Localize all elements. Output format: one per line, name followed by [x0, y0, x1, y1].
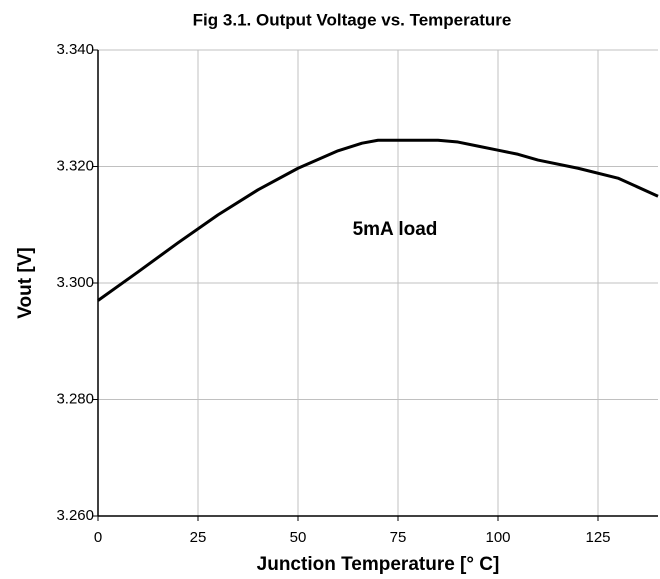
line-series: [97, 138, 659, 302]
x-tick-label: 25: [190, 529, 207, 546]
x-axis-label: Junction Temperature [° C]: [257, 554, 500, 575]
x-tick-label: 125: [585, 529, 610, 546]
y-tick-label: 3.280: [56, 390, 94, 407]
chart-title: Fig 3.1. Output Voltage vs. Temperature: [193, 10, 512, 29]
annotation: 5mA load: [353, 219, 438, 240]
y-axis-label: Vout [V]: [15, 247, 36, 318]
y-tick-label: 3.260: [56, 507, 94, 524]
x-tick-label: 100: [485, 529, 510, 546]
y-tick-label: 3.300: [56, 274, 94, 291]
x-tick-label: 50: [290, 529, 307, 546]
y-tick-label: 3.320: [56, 157, 94, 174]
y-tick-label: 3.340: [56, 41, 94, 58]
x-tick-label: 0: [94, 529, 102, 546]
x-tick-label: 75: [390, 529, 407, 546]
